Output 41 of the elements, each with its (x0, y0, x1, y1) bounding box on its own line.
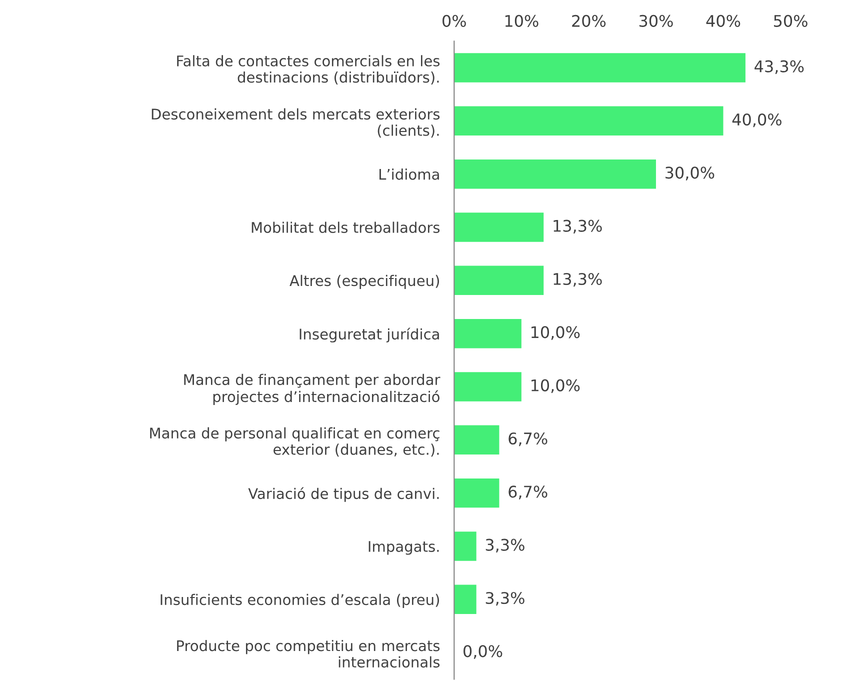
y-tick-label: Manca de finançament per abordar projectes d’internacionalització (184, 374, 440, 405)
data-label: 10,0% (532, 379, 580, 393)
data-label: 40,0% (732, 113, 782, 128)
data-label: 10,0% (532, 326, 580, 340)
bar (454, 266, 544, 296)
bar (454, 532, 476, 561)
y-tick-label: Mobilitat dels treballadors (252, 222, 440, 233)
x-tick-label: 20% (572, 14, 606, 27)
data-label: 3,3% (486, 592, 524, 606)
x-tick-label: 40% (706, 14, 740, 27)
y-tick-label: Producte poc competitiu en mercats internacionals (177, 640, 440, 668)
data-label: 13,3% (554, 220, 602, 234)
y-tick-label: L’idioma (379, 168, 439, 180)
y-tick-label: Inseguretat jurídica (300, 328, 439, 342)
bar (454, 106, 724, 136)
data-label: 6,7% (508, 432, 548, 446)
y-tick-label: Variació de tipus de canvi. (248, 487, 439, 502)
data-label: 30,0% (666, 166, 714, 180)
bar (454, 584, 476, 614)
data-label: 6,7% (508, 486, 548, 500)
data-label: 43,3% (754, 60, 804, 74)
bar (454, 478, 500, 508)
y-tick-label: Impagats. (368, 541, 439, 555)
data-label: 13,3% (554, 272, 602, 287)
bar (454, 53, 746, 82)
x-tick-label: 50% (774, 14, 808, 27)
x-tick-label: 0% (442, 14, 466, 27)
y-tick-label: Falta de contactes comercials en les destinacions (distribuïdors). (177, 55, 440, 84)
y-tick-label: Altres (especifiqueu) (290, 274, 439, 289)
x-tick-label: 30% (639, 14, 673, 27)
y-tick-label: Manca de personal qualificat en comerç exterior (duanes, etc.). (150, 427, 440, 457)
data-label: 0,0% (464, 645, 502, 659)
y-tick-label: Insuficients economies d’escala (preu) (160, 594, 439, 608)
y-tick-label: Desconeixement dels mercats exteriors (clients). (152, 108, 440, 138)
bar (454, 372, 522, 402)
bar (454, 159, 656, 189)
x-tick-label: 10% (505, 14, 538, 27)
data-label: 3,3% (486, 538, 524, 552)
bar (454, 425, 500, 455)
bar (454, 212, 544, 242)
bar (454, 318, 522, 348)
